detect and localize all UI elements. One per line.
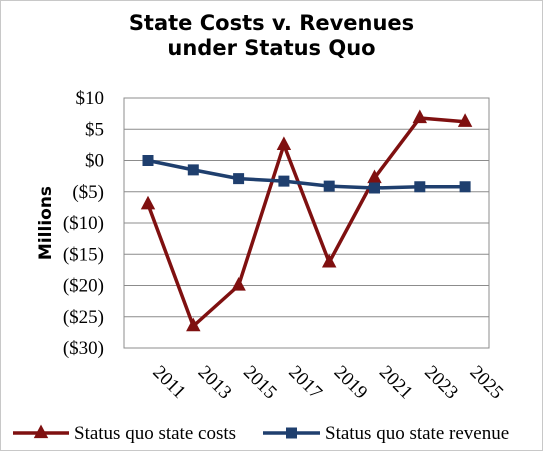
data-point-revenue <box>414 181 426 193</box>
chart-title: State Costs v. Revenues under Status Quo <box>1 11 542 61</box>
data-point-revenue <box>278 175 290 187</box>
y-axis-tick-labels: $10 $5 $0 ($5) ($10) ($15) ($20) ($25) ($30) <box>63 88 104 359</box>
data-point-costs <box>276 136 292 150</box>
y-tick-label: ($30) <box>63 338 104 359</box>
y-tick-label: ($15) <box>63 244 104 265</box>
data-point-costs <box>231 277 246 291</box>
legend-label-costs: Status quo state costs <box>74 423 236 444</box>
y-tick-label: $5 <box>85 119 104 140</box>
data-point-costs <box>140 195 156 210</box>
y-tick-label: $0 <box>85 151 104 172</box>
data-point-revenue <box>459 181 471 193</box>
x-tick-label: 2017 <box>284 362 326 404</box>
grid-lines <box>124 97 489 349</box>
data-point-costs <box>457 113 473 127</box>
data-series <box>140 109 473 332</box>
data-point-costs <box>367 169 382 184</box>
y-tick-label: ($25) <box>63 307 104 328</box>
x-tick-label: 2011 <box>148 362 189 403</box>
x-tick-label: 2013 <box>194 362 236 404</box>
data-point-costs <box>412 109 428 124</box>
chart-title-line-1: State Costs v. Revenues <box>128 11 415 35</box>
x-tick-label: 2021 <box>375 362 417 404</box>
data-point-revenue <box>187 164 199 176</box>
y-tick-label: ($20) <box>63 276 104 297</box>
data-point-revenue <box>142 155 154 166</box>
y-tick-label: ($5) <box>72 182 104 203</box>
legend: Status quo state costs Status quo state r… <box>13 423 509 444</box>
x-tick-label: 2019 <box>330 362 372 404</box>
series-line-revenue <box>147 158 466 190</box>
x-tick-label: 2025 <box>466 362 508 404</box>
plot-area-border <box>123 97 490 349</box>
series-line-costs <box>146 116 466 328</box>
y-tick-label: ($10) <box>63 213 104 234</box>
legend-marker-costs <box>33 424 49 439</box>
data-point-revenue <box>323 180 335 192</box>
x-axis-tick-labels: 2011 2013 2015 2017 2019 2021 2023 2025 <box>148 362 507 404</box>
data-point-revenue <box>369 182 380 194</box>
x-tick-label: 2023 <box>420 362 462 404</box>
x-tick-label: 2015 <box>239 362 281 404</box>
data-point-revenue <box>233 173 245 185</box>
legend-label-revenue: Status quo state revenue <box>325 423 509 444</box>
legend-marker-revenue <box>286 427 297 439</box>
chart-title-line-2: under Status Quo <box>167 36 376 60</box>
y-axis-label: Millions <box>36 186 56 260</box>
y-tick-label: $10 <box>76 88 105 109</box>
data-point-costs <box>186 317 201 332</box>
data-point-costs <box>321 253 337 268</box>
